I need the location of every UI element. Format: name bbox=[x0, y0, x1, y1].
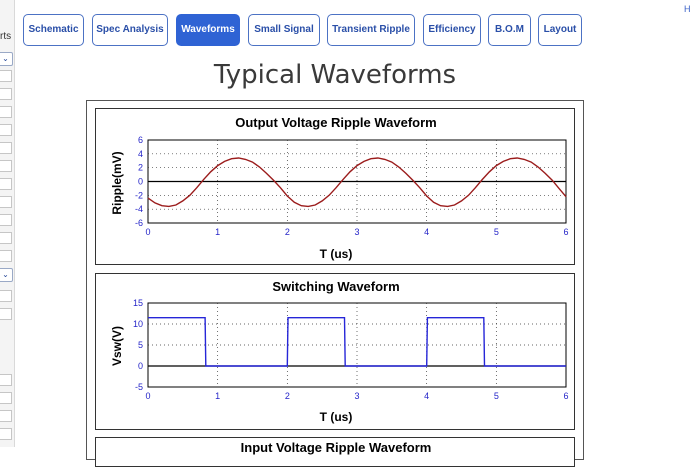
sw-x-tick-label: 1 bbox=[215, 391, 220, 401]
ripple-x-tick-label: 0 bbox=[145, 227, 150, 237]
switching-y-axis-label: Vsw(V) bbox=[110, 326, 124, 366]
sw-y-tick-label: 15 bbox=[133, 298, 143, 308]
sidebar-field[interactable] bbox=[0, 160, 12, 172]
ripple-x-tick-label: 3 bbox=[354, 227, 359, 237]
ripple-tick-labels: 0 1 2 3 4 5 6 6 4 2 0 -2 -4 -6 bbox=[135, 135, 569, 237]
sidebar-field[interactable] bbox=[0, 232, 12, 244]
ripple-grid bbox=[147, 139, 567, 224]
tab-schematic[interactable]: Schematic bbox=[23, 14, 84, 46]
switching-grid bbox=[147, 302, 567, 388]
sw-y-tick-label: 10 bbox=[133, 319, 143, 329]
ripple-y-tick-label: -4 bbox=[135, 204, 143, 214]
sidebar-field[interactable] bbox=[0, 392, 12, 404]
sidebar-select[interactable]: ⌄ bbox=[0, 52, 13, 66]
ripple-y-tick-label: -2 bbox=[135, 190, 143, 200]
tab-efficiency[interactable]: Efficiency bbox=[423, 14, 481, 46]
sidebar-field[interactable] bbox=[0, 124, 12, 136]
tab-small-signal[interactable]: Small Signal bbox=[248, 14, 320, 46]
input-ripple-chart-title: Input Voltage Ripple Waveform bbox=[241, 440, 432, 455]
ripple-x-tick-label: 1 bbox=[215, 227, 220, 237]
switching-series-line bbox=[148, 317, 566, 367]
sidebar-select[interactable]: ⌄ bbox=[0, 268, 13, 282]
tab-waveforms[interactable]: Waveforms bbox=[176, 14, 240, 46]
sidebar-field[interactable] bbox=[0, 70, 12, 82]
ripple-y-tick-label: 6 bbox=[138, 135, 143, 145]
sw-y-tick-label: 0 bbox=[138, 361, 143, 371]
sidebar-field[interactable] bbox=[0, 88, 12, 100]
sw-y-tick-label: -5 bbox=[135, 382, 143, 392]
switching-x-axis-label: T (us) bbox=[320, 410, 353, 424]
sidebar-field[interactable] bbox=[0, 290, 12, 302]
ripple-x-tick-label: 2 bbox=[285, 227, 290, 237]
sidebar: rts ⌄ ⌄ bbox=[0, 0, 15, 447]
switching-chart-title: Switching Waveform bbox=[272, 279, 399, 294]
ripple-y-tick-label: -6 bbox=[135, 218, 143, 228]
ripple-x-axis-label: T (us) bbox=[320, 247, 353, 261]
tab-spec-analysis[interactable]: Spec Analysis bbox=[92, 14, 168, 46]
tab-layout[interactable]: Layout bbox=[538, 14, 582, 46]
sw-x-tick-label: 4 bbox=[424, 391, 429, 401]
ripple-x-tick-label: 4 bbox=[424, 227, 429, 237]
sidebar-field[interactable] bbox=[0, 142, 12, 154]
sidebar-field[interactable] bbox=[0, 428, 12, 440]
page-title: Typical Waveforms bbox=[213, 60, 457, 90]
sidebar-field[interactable] bbox=[0, 214, 12, 226]
ripple-y-axis-label: Ripple(mV) bbox=[110, 151, 124, 214]
sw-x-tick-label: 3 bbox=[354, 391, 359, 401]
tab-transient-ripple[interactable]: Transient Ripple bbox=[327, 14, 415, 46]
corner-link[interactable]: H bbox=[684, 4, 690, 14]
sidebar-field[interactable] bbox=[0, 250, 12, 262]
sidebar-field[interactable] bbox=[0, 410, 12, 422]
sidebar-field[interactable] bbox=[0, 308, 12, 320]
ripple-chart: Output Voltage Ripple Waveform 0 1 2 3 4 5 6 6 4… bbox=[110, 115, 569, 261]
ripple-series-line bbox=[147, 157, 567, 208]
tab-bom[interactable]: B.O.M bbox=[488, 14, 531, 46]
sidebar-label: rts bbox=[0, 31, 12, 42]
ripple-y-tick-label: 0 bbox=[138, 177, 143, 187]
sidebar-field[interactable] bbox=[0, 196, 12, 208]
sw-x-tick-label: 2 bbox=[285, 391, 290, 401]
input-ripple-chart: Input Voltage Ripple Waveform bbox=[241, 440, 432, 455]
sw-y-tick-label: 5 bbox=[138, 340, 143, 350]
sw-x-tick-label: 0 bbox=[145, 391, 150, 401]
switching-chart-panel: Switching Waveform 0 1 2 3 4 5 6 15 10 5 0 -5 T (us… bbox=[95, 273, 575, 430]
sidebar-field[interactable] bbox=[0, 106, 12, 118]
ripple-y-tick-label: 4 bbox=[138, 149, 143, 159]
ripple-x-tick-label: 6 bbox=[563, 227, 568, 237]
input-ripple-chart-panel: Input Voltage Ripple Waveform bbox=[95, 437, 575, 467]
sw-x-tick-label: 6 bbox=[563, 391, 568, 401]
ripple-chart-title: Output Voltage Ripple Waveform bbox=[235, 115, 437, 130]
sidebar-field[interactable] bbox=[0, 178, 12, 190]
sw-x-tick-label: 5 bbox=[494, 391, 499, 401]
ripple-chart-panel: Output Voltage Ripple Waveform 0 1 2 3 4 5 6 6 4… bbox=[95, 108, 575, 265]
ripple-y-tick-label: 2 bbox=[138, 163, 143, 173]
sidebar-field[interactable] bbox=[0, 374, 12, 386]
ripple-x-tick-label: 5 bbox=[494, 227, 499, 237]
